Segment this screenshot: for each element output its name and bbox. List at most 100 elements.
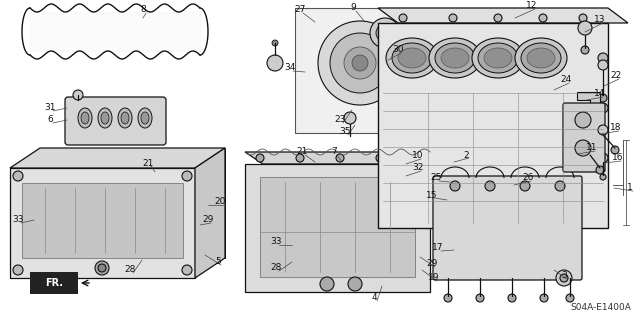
Text: 34: 34 (284, 63, 296, 72)
Text: 33: 33 (12, 216, 24, 225)
Circle shape (598, 60, 608, 70)
Text: 32: 32 (412, 164, 424, 173)
Text: 19: 19 (428, 273, 440, 283)
Polygon shape (10, 168, 195, 278)
Circle shape (370, 18, 400, 48)
Text: 1: 1 (627, 183, 633, 192)
Circle shape (598, 153, 608, 163)
FancyBboxPatch shape (65, 97, 166, 145)
Circle shape (539, 14, 547, 22)
Circle shape (296, 154, 304, 162)
Circle shape (598, 53, 608, 63)
Text: 28: 28 (124, 265, 136, 275)
Circle shape (566, 294, 574, 302)
Circle shape (352, 55, 368, 71)
Text: 10: 10 (412, 152, 424, 160)
Text: 24: 24 (561, 76, 572, 85)
Ellipse shape (435, 43, 475, 73)
Text: 7: 7 (331, 147, 337, 157)
Text: 9: 9 (350, 4, 356, 12)
Circle shape (182, 265, 192, 275)
Ellipse shape (484, 48, 512, 68)
Text: 11: 11 (586, 144, 598, 152)
Text: 18: 18 (611, 123, 621, 132)
Circle shape (556, 270, 572, 286)
Ellipse shape (81, 112, 89, 124)
Ellipse shape (429, 38, 481, 78)
Text: 30: 30 (392, 46, 404, 55)
Polygon shape (378, 23, 608, 228)
Circle shape (330, 33, 390, 93)
Text: FR.: FR. (45, 278, 63, 288)
Circle shape (599, 94, 607, 102)
Circle shape (344, 112, 356, 124)
Ellipse shape (392, 43, 432, 73)
Ellipse shape (118, 108, 132, 128)
Text: 26: 26 (522, 174, 534, 182)
Circle shape (560, 274, 568, 282)
Ellipse shape (98, 108, 112, 128)
Polygon shape (260, 177, 415, 277)
Circle shape (598, 103, 608, 113)
Circle shape (578, 21, 592, 35)
Circle shape (449, 14, 457, 22)
Text: 6: 6 (47, 115, 53, 124)
Circle shape (73, 90, 83, 100)
Circle shape (256, 154, 264, 162)
Text: 15: 15 (426, 190, 438, 199)
FancyBboxPatch shape (433, 176, 582, 280)
Circle shape (508, 294, 516, 302)
Circle shape (95, 261, 109, 275)
Text: 25: 25 (430, 174, 442, 182)
Text: 17: 17 (432, 243, 444, 253)
Circle shape (450, 181, 460, 191)
Ellipse shape (527, 48, 555, 68)
Circle shape (376, 154, 384, 162)
Circle shape (344, 47, 376, 79)
Text: 2: 2 (463, 151, 469, 160)
Text: 33: 33 (270, 238, 282, 247)
Circle shape (13, 265, 23, 275)
Circle shape (555, 181, 565, 191)
Circle shape (575, 140, 591, 156)
Circle shape (318, 21, 402, 105)
Circle shape (485, 181, 495, 191)
Circle shape (444, 294, 452, 302)
Circle shape (336, 154, 344, 162)
Ellipse shape (141, 112, 149, 124)
Ellipse shape (386, 38, 438, 78)
Text: S04A-E1400A: S04A-E1400A (570, 303, 631, 312)
Circle shape (579, 14, 587, 22)
Circle shape (520, 181, 530, 191)
Polygon shape (195, 148, 225, 278)
Circle shape (540, 294, 548, 302)
Polygon shape (378, 8, 628, 23)
Text: 27: 27 (294, 5, 306, 14)
Circle shape (476, 294, 484, 302)
Circle shape (320, 277, 334, 291)
Text: 21: 21 (296, 147, 308, 157)
Circle shape (600, 174, 606, 180)
Ellipse shape (478, 43, 518, 73)
Text: 20: 20 (214, 197, 226, 206)
Text: 8: 8 (140, 5, 146, 14)
Circle shape (272, 40, 278, 46)
Text: 16: 16 (612, 153, 624, 162)
Circle shape (494, 14, 502, 22)
Polygon shape (10, 148, 225, 168)
Circle shape (575, 112, 591, 128)
Text: 12: 12 (526, 2, 538, 11)
Circle shape (581, 46, 589, 54)
Circle shape (267, 55, 283, 71)
Text: 13: 13 (595, 16, 605, 25)
Text: 5: 5 (215, 257, 221, 266)
Circle shape (596, 166, 604, 174)
Ellipse shape (101, 112, 109, 124)
Ellipse shape (398, 48, 426, 68)
Text: 14: 14 (595, 90, 605, 99)
FancyBboxPatch shape (563, 103, 605, 172)
Circle shape (598, 125, 608, 135)
Text: 35: 35 (339, 128, 351, 137)
Ellipse shape (441, 48, 469, 68)
Ellipse shape (521, 43, 561, 73)
